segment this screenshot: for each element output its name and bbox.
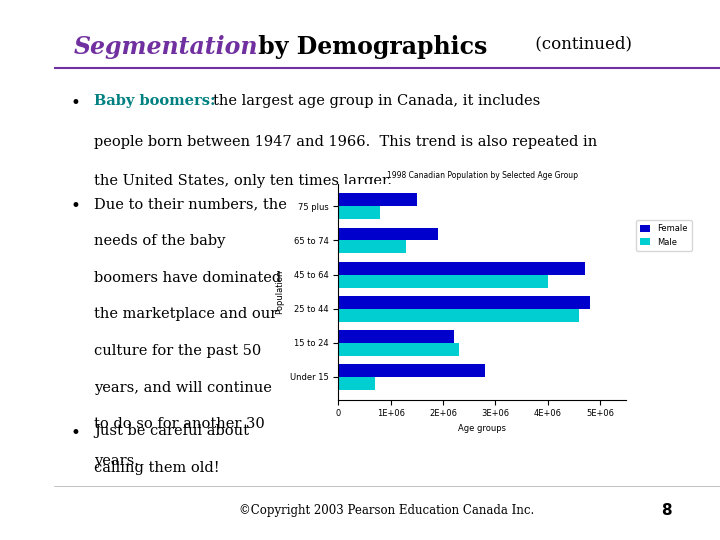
- Text: Education: Education: [69, 510, 100, 515]
- Text: Baby boomers:: Baby boomers:: [94, 94, 215, 109]
- Text: Just be careful about: Just be careful about: [94, 424, 249, 438]
- Text: Pearson: Pearson: [71, 500, 99, 505]
- Title: 1998 Canadian Population by Selected Age Group: 1998 Canadian Population by Selected Age…: [387, 171, 578, 180]
- Bar: [338, 330, 454, 343]
- Text: by Demographics: by Demographics: [251, 35, 488, 59]
- Text: years.: years.: [94, 454, 139, 468]
- Text: to do so for another 30: to do so for another 30: [94, 417, 265, 431]
- Text: boomers have dominated: boomers have dominated: [94, 271, 282, 285]
- Text: Marketing: Real People, Real Decisions: Marketing: Real People, Real Decisions: [20, 139, 34, 401]
- Text: •: •: [71, 424, 81, 442]
- Text: •: •: [71, 94, 81, 112]
- Text: the United States, only ten times larger.: the United States, only ten times larger…: [94, 174, 392, 188]
- Text: culture for the past 50: culture for the past 50: [94, 344, 261, 358]
- Text: Segmentation: Segmentation: [74, 35, 258, 59]
- Bar: [338, 206, 380, 219]
- Text: the largest age group in Canada, it includes: the largest age group in Canada, it incl…: [212, 94, 540, 109]
- Y-axis label: Population: Population: [275, 269, 284, 314]
- X-axis label: Age groups: Age groups: [459, 424, 506, 433]
- Bar: [338, 193, 417, 206]
- Legend: Female, Male: Female, Male: [636, 220, 692, 251]
- Bar: [338, 343, 459, 356]
- Bar: [338, 261, 585, 274]
- Bar: [338, 364, 485, 377]
- Bar: [338, 296, 590, 309]
- Text: the marketplace and our: the marketplace and our: [94, 307, 277, 321]
- Text: Due to their numbers, the: Due to their numbers, the: [94, 197, 287, 211]
- Text: calling them old!: calling them old!: [94, 461, 220, 475]
- Bar: [338, 309, 580, 322]
- Text: needs of the baby: needs of the baby: [94, 234, 225, 248]
- Text: •: •: [71, 197, 81, 215]
- Bar: [338, 240, 407, 253]
- Text: years, and will continue: years, and will continue: [94, 381, 272, 395]
- Text: Canada: Canada: [73, 519, 96, 525]
- Text: (continued): (continued): [530, 35, 632, 52]
- Text: 8: 8: [662, 503, 672, 518]
- Bar: [338, 227, 438, 240]
- Text: people born between 1947 and 1966.  This trend is also repeated in: people born between 1947 and 1966. This …: [94, 135, 597, 149]
- Text: ©Copyright 2003 Pearson Education Canada Inc.: ©Copyright 2003 Pearson Education Canada…: [239, 504, 535, 517]
- Bar: [338, 377, 375, 390]
- Bar: [338, 274, 548, 287]
